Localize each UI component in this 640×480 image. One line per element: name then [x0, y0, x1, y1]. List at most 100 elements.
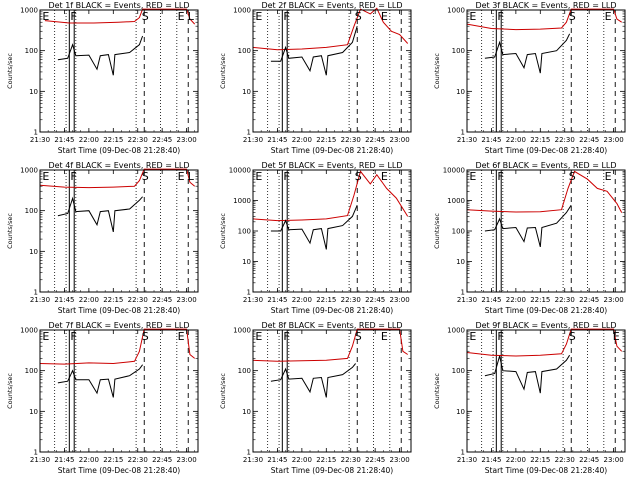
y-axis-label: Counts/sec: [219, 373, 227, 409]
panel-4: Det 4f BLACK = Events, RED = LLD Counts/s…: [6, 161, 199, 315]
marker-label: S: [355, 170, 362, 183]
x-tick-label: 22:45: [152, 136, 172, 144]
y-axis-label: Counts/sec: [6, 373, 14, 409]
x-tick-label: 23:00: [604, 136, 624, 144]
x-axis-label: Start Time (09-Dec-08 21:28:40): [58, 306, 180, 315]
x-tick-label: 22:15: [103, 136, 123, 144]
x-tick-label: 23:00: [390, 136, 410, 144]
series-events: [484, 204, 572, 248]
x-tick-label: 21:30: [243, 136, 263, 144]
x-tick-label: 22:45: [365, 296, 385, 304]
plot-frame: [39, 169, 199, 293]
plot-frame: [252, 329, 412, 453]
marker-label: E: [255, 10, 262, 23]
panel-8: Det 8f BLACK = Events, RED = LLD Counts/s…: [219, 321, 412, 475]
panel-title: Det 9f BLACK = Events, RED = LLD: [475, 321, 616, 330]
y-tick-label: 1000: [233, 197, 251, 205]
marker-label: E: [42, 330, 49, 343]
y-tick-label: 10: [242, 88, 251, 96]
x-tick-label: 22:30: [341, 296, 361, 304]
y-tick-label: 10: [242, 258, 251, 266]
plot-frame: [466, 169, 626, 293]
x-tick-label: 23:00: [604, 296, 624, 304]
series-events: [57, 196, 143, 233]
marker-label: F: [497, 330, 503, 343]
marker-label: E: [469, 170, 476, 183]
series-lld: [44, 8, 196, 25]
x-tick-label: 21:30: [243, 296, 263, 304]
plot-frame: [39, 9, 199, 133]
y-tick-label: 10: [456, 88, 465, 96]
y-tick-label: 100: [238, 367, 251, 375]
series-events: [270, 26, 358, 76]
y-tick-label: 1: [461, 449, 465, 457]
y-tick-label: 100: [25, 367, 38, 375]
marker-label: E: [178, 170, 185, 183]
y-tick-label: 1000: [20, 7, 38, 15]
panel-7: Det 7f BLACK = Events, RED = LLD Counts/s…: [6, 321, 199, 475]
y-tick-label: 10000: [443, 167, 465, 175]
x-tick-label: 23:00: [177, 456, 197, 464]
y-tick-label: 1000: [447, 327, 465, 335]
y-tick-label: 100: [238, 47, 251, 55]
y-axis-label: Counts/sec: [6, 53, 14, 89]
x-tick-label: 21:45: [267, 456, 287, 464]
x-tick-label: 22:15: [316, 456, 336, 464]
panel-9: Det 9f BLACK = Events, RED = LLD Counts/s…: [433, 321, 626, 475]
x-tick-label: 22:15: [530, 296, 550, 304]
x-tick-label: 21:30: [30, 136, 50, 144]
y-tick-label: 10: [29, 248, 38, 256]
marker-label: E: [255, 330, 262, 343]
marker-label: S: [569, 170, 576, 183]
marker-label: F: [283, 10, 289, 23]
y-tick-label: 1: [34, 129, 38, 137]
y-tick-label: 1000: [20, 327, 38, 335]
marker-label: F: [497, 170, 503, 183]
series-lld: [466, 170, 623, 213]
x-tick-label: 22:00: [506, 136, 526, 144]
x-axis-label: Start Time (09-Dec-08 21:28:40): [271, 306, 393, 315]
x-tick-label: 21:45: [267, 136, 287, 144]
y-tick-label: 100: [238, 228, 251, 236]
y-tick-label: 100: [452, 47, 465, 55]
y-tick-label: 10000: [229, 167, 251, 175]
x-tick-label: 22:00: [79, 296, 99, 304]
marker-label: E: [255, 170, 262, 183]
panel-3: Det 3f BLACK = Events, RED = LLD Counts/s…: [433, 1, 626, 155]
series-lld: [252, 170, 409, 222]
x-tick-label: 22:00: [506, 296, 526, 304]
x-tick-label: 22:00: [506, 456, 526, 464]
x-tick-label: 23:00: [177, 136, 197, 144]
x-tick-label: 22:00: [292, 136, 312, 144]
y-tick-label: 10: [29, 408, 38, 416]
panel-1: Det 1f BLACK = Events, RED = LLD Counts/s…: [6, 1, 199, 155]
marker-label: E: [381, 10, 388, 23]
y-tick-label: 100: [25, 207, 38, 215]
plot-frame: [466, 9, 626, 133]
marker-label: F: [70, 330, 76, 343]
x-tick-label: 21:45: [54, 456, 74, 464]
marker-label: E: [42, 170, 49, 183]
x-tick-label: 22:30: [341, 456, 361, 464]
panel-2: Det 2f BLACK = Events, RED = LLD Counts/s…: [219, 1, 412, 155]
x-tick-label: 22:45: [152, 296, 172, 304]
y-tick-label: 1: [34, 449, 38, 457]
x-tick-label: 22:45: [152, 456, 172, 464]
y-axis-label: Counts/sec: [433, 213, 441, 249]
panel-title: Det 1f BLACK = Events, RED = LLD: [48, 1, 189, 10]
x-tick-label: 22:45: [365, 456, 385, 464]
x-tick-label: 21:45: [481, 296, 501, 304]
series-lld: [466, 328, 623, 357]
x-tick-label: 22:00: [292, 296, 312, 304]
x-tick-label: 21:45: [481, 456, 501, 464]
marker-label: S: [355, 10, 362, 23]
x-tick-label: 22:45: [579, 296, 599, 304]
x-tick-label: 22:00: [79, 456, 99, 464]
y-axis-label: Counts/sec: [6, 213, 14, 249]
y-tick-label: 1000: [20, 167, 38, 175]
y-tick-label: 1000: [233, 327, 251, 335]
series-lld: [252, 328, 408, 362]
x-tick-label: 22:30: [555, 296, 575, 304]
marker-label: F: [70, 170, 76, 183]
